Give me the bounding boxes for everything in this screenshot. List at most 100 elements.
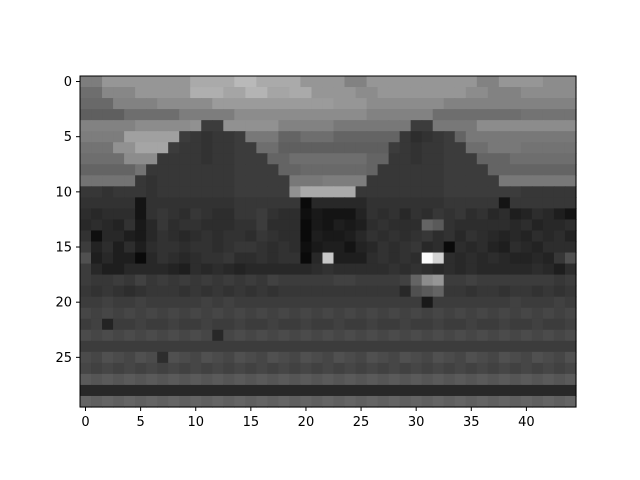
heatmap-cell: [245, 175, 257, 187]
heatmap-cell: [168, 175, 180, 187]
heatmap-cell: [300, 395, 313, 408]
heatmap-cell: [553, 329, 566, 342]
heatmap-cell: [421, 197, 434, 209]
heatmap-cell: [146, 76, 158, 88]
heatmap-cell: [102, 296, 114, 309]
heatmap-cell: [311, 252, 324, 265]
heatmap-cell: [333, 186, 346, 198]
heatmap-cell: [168, 208, 180, 221]
heatmap-cell: [168, 252, 180, 265]
heatmap-cell: [124, 131, 136, 143]
heatmap-cell: [80, 285, 92, 298]
heatmap-cell: [476, 120, 489, 132]
heatmap-cell: [135, 175, 147, 187]
y-tick-label: 25: [55, 351, 72, 366]
heatmap-cell: [344, 318, 357, 331]
heatmap-cell: [465, 296, 478, 309]
heatmap-cell: [553, 230, 566, 243]
heatmap-cell: [399, 131, 412, 143]
heatmap-cell: [553, 351, 566, 364]
heatmap-cell: [399, 274, 412, 287]
heatmap-cell: [212, 98, 224, 110]
heatmap-cell: [311, 153, 324, 165]
y-tick-label: 20: [55, 296, 72, 311]
heatmap-cell: [267, 296, 279, 309]
heatmap-cell: [157, 362, 169, 375]
heatmap-cell: [300, 274, 313, 287]
heatmap-cell: [355, 230, 368, 243]
heatmap-cell: [146, 153, 158, 165]
heatmap-cell: [124, 175, 136, 187]
heatmap-cell: [102, 340, 114, 353]
heatmap-cell: [223, 230, 235, 243]
heatmap-cell: [91, 263, 103, 276]
heatmap-cell: [487, 318, 500, 331]
heatmap-cell: [135, 120, 147, 132]
heatmap-cell: [135, 395, 147, 408]
heatmap-cell: [553, 373, 566, 386]
heatmap-cell: [377, 230, 390, 243]
heatmap-cell: [289, 318, 302, 331]
heatmap-cell: [399, 98, 412, 110]
heatmap-cell: [157, 76, 169, 88]
heatmap-cell: [300, 329, 313, 342]
x-tick-label: 5: [136, 415, 144, 430]
heatmap-cell: [113, 318, 125, 331]
heatmap-cell: [168, 296, 180, 309]
heatmap-cell: [388, 109, 401, 121]
heatmap-cell: [190, 351, 202, 364]
heatmap-cell: [157, 307, 169, 320]
heatmap-cell: [322, 285, 335, 298]
heatmap-cell: [212, 274, 224, 287]
heatmap-cell: [322, 76, 335, 88]
heatmap-cell: [421, 153, 434, 165]
heatmap-cell: [278, 164, 291, 176]
heatmap-cell: [278, 384, 291, 397]
heatmap-cell: [179, 274, 191, 287]
heatmap-cell: [454, 98, 467, 110]
heatmap-cell: [234, 219, 246, 232]
heatmap-cell: [256, 197, 268, 209]
heatmap-cell: [333, 76, 346, 88]
heatmap-cell: [190, 318, 202, 331]
heatmap-cell: [498, 142, 511, 154]
heatmap-cell: [410, 263, 423, 276]
heatmap-cell: [212, 208, 224, 221]
heatmap-cell: [333, 87, 346, 99]
heatmap-cell: [168, 230, 180, 243]
heatmap-cell: [113, 197, 125, 209]
heatmap-cell: [443, 197, 456, 209]
heatmap-cell: [377, 197, 390, 209]
heatmap-cell: [443, 329, 456, 342]
heatmap-cell: [542, 98, 555, 110]
heatmap-cell: [333, 340, 346, 353]
heatmap-cell: [289, 131, 302, 143]
heatmap-cell: [476, 98, 489, 110]
heatmap-cell: [443, 274, 456, 287]
heatmap-cell: [135, 164, 147, 176]
heatmap-cell: [476, 373, 489, 386]
heatmap-cell: [432, 197, 445, 209]
heatmap-cell: [476, 76, 489, 88]
heatmap-cell: [278, 329, 291, 342]
heatmap-cell: [102, 384, 114, 397]
heatmap-cell: [146, 241, 158, 254]
heatmap-cell: [344, 296, 357, 309]
heatmap-cell: [564, 164, 577, 176]
heatmap-cell: [278, 98, 291, 110]
heatmap-cell: [344, 351, 357, 364]
heatmap-cell: [234, 76, 246, 88]
heatmap-cell: [487, 230, 500, 243]
heatmap-cell: [267, 197, 279, 209]
heatmap-cell: [267, 76, 279, 88]
heatmap-cell: [157, 175, 169, 187]
heatmap-cell: [498, 186, 511, 198]
heatmap-cell: [531, 318, 544, 331]
heatmap-cell: [311, 340, 324, 353]
heatmap-cell: [542, 263, 555, 276]
heatmap-cell: [366, 274, 379, 287]
heatmap-cell: [322, 329, 335, 342]
heatmap-cell: [399, 329, 412, 342]
heatmap-cell: [278, 395, 291, 408]
heatmap-cell: [245, 186, 257, 198]
